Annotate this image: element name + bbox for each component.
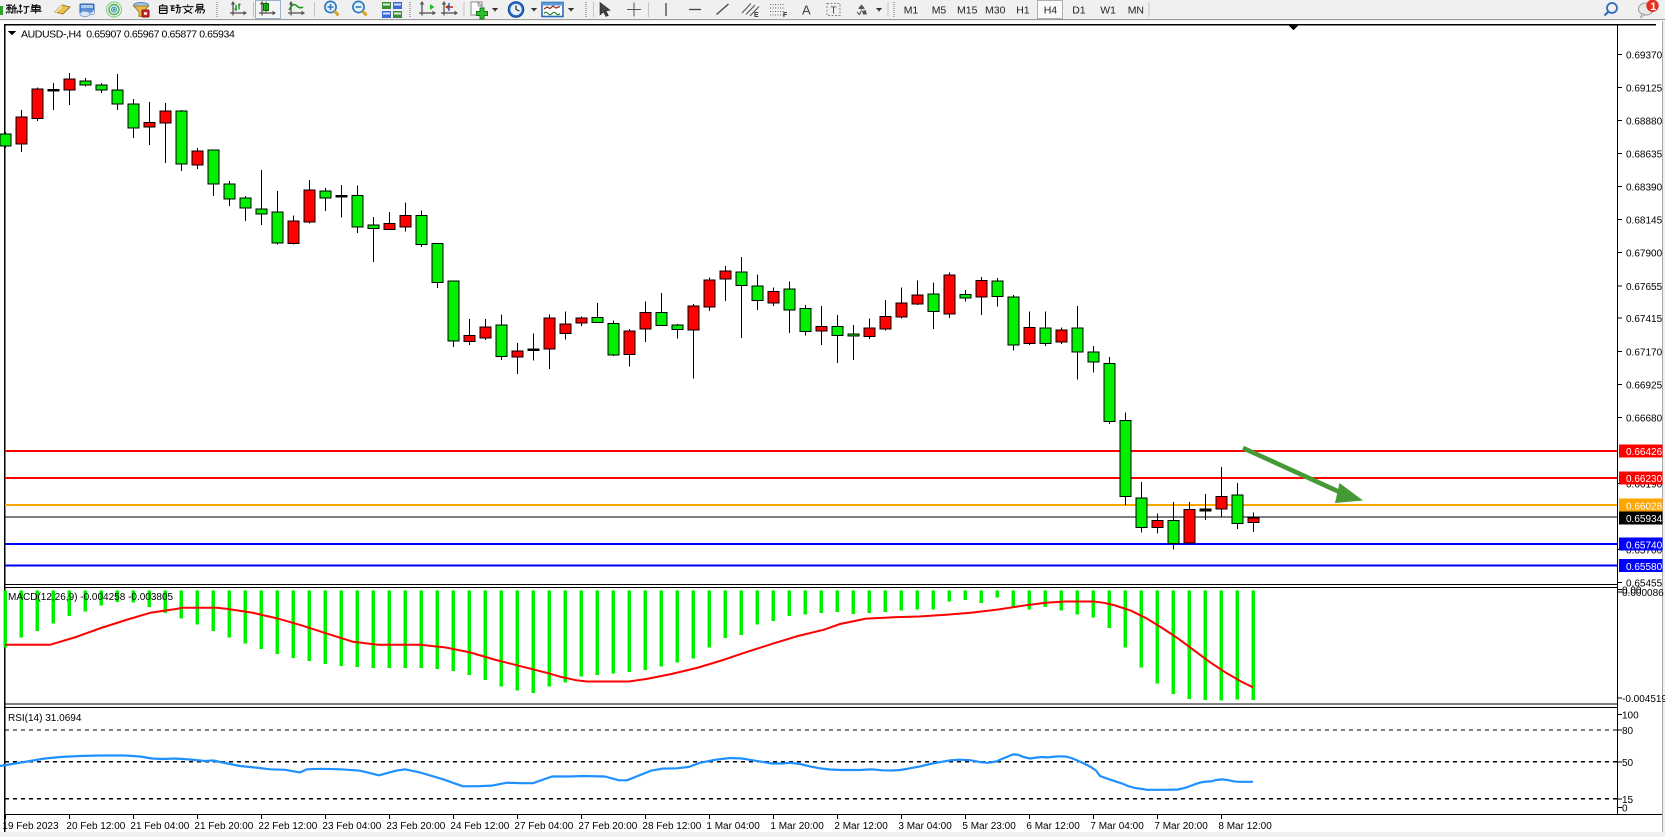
svg-text:0.000086: 0.000086 <box>1622 588 1664 599</box>
svg-text:M1: M1 <box>904 5 919 17</box>
svg-text:0.67170: 0.67170 <box>1626 347 1663 358</box>
svg-text:T: T <box>831 6 837 17</box>
svg-text:0.68145: 0.68145 <box>1626 216 1663 227</box>
svg-text:0.67655: 0.67655 <box>1626 282 1663 293</box>
svg-text:27 Feb 04:00: 27 Feb 04:00 <box>514 821 573 832</box>
svg-text:6 Mar 12:00: 6 Mar 12:00 <box>1026 821 1080 832</box>
svg-text:100: 100 <box>1622 711 1639 722</box>
svg-text:M30: M30 <box>985 5 1006 17</box>
svg-text:1 Mar 04:00: 1 Mar 04:00 <box>706 821 760 832</box>
svg-text:RSI(14) 31.0694: RSI(14) 31.0694 <box>8 713 82 724</box>
svg-text:0.00: 0.00 <box>1622 586 1642 597</box>
svg-text:0.67900: 0.67900 <box>1626 249 1663 260</box>
svg-text:21 Feb 20:00: 21 Feb 20:00 <box>194 821 253 832</box>
svg-text:0.65700: 0.65700 <box>1626 546 1663 557</box>
svg-text:3 Mar 04:00: 3 Mar 04:00 <box>898 821 952 832</box>
svg-text:0.66230: 0.66230 <box>1626 474 1663 485</box>
svg-text:M15: M15 <box>957 5 978 17</box>
svg-text:W1: W1 <box>1100 5 1116 17</box>
svg-text:H1: H1 <box>1016 5 1030 17</box>
svg-text:MACD(12,26,9) -0.004258 -0.003: MACD(12,26,9) -0.004258 -0.003805 <box>8 592 174 603</box>
svg-text:0.65455: 0.65455 <box>1626 578 1663 589</box>
svg-text:MN: MN <box>1128 5 1144 17</box>
svg-text:0.69370: 0.69370 <box>1626 50 1663 61</box>
svg-text:F: F <box>783 12 788 19</box>
svg-text:0.68880: 0.68880 <box>1626 117 1663 128</box>
svg-text:0.68635: 0.68635 <box>1626 150 1663 161</box>
svg-text:0.65934: 0.65934 <box>1626 514 1663 525</box>
svg-text:28 Feb 12:00: 28 Feb 12:00 <box>642 821 701 832</box>
svg-text:50: 50 <box>1622 758 1634 769</box>
svg-text:5 Mar 23:00: 5 Mar 23:00 <box>962 821 1016 832</box>
svg-text:7 Mar 04:00: 7 Mar 04:00 <box>1090 821 1144 832</box>
svg-text:23 Feb 04:00: 23 Feb 04:00 <box>322 821 381 832</box>
svg-text:-0.004519: -0.004519 <box>1622 694 1665 705</box>
svg-text:27 Feb 20:00: 27 Feb 20:00 <box>578 821 637 832</box>
svg-text:0.69125: 0.69125 <box>1626 84 1663 95</box>
svg-text:AUDUSD-,H4 0.65907 0.65967 0.: AUDUSD-,H4 0.65907 0.65967 0.65877 0.659… <box>21 29 235 41</box>
svg-text:M5: M5 <box>932 5 947 17</box>
svg-text:24 Feb 12:00: 24 Feb 12:00 <box>450 821 509 832</box>
svg-text:A: A <box>802 3 811 18</box>
svg-text:0.66680: 0.66680 <box>1626 413 1663 424</box>
svg-text:23 Feb 20:00: 23 Feb 20:00 <box>386 821 445 832</box>
svg-text:0: 0 <box>1622 804 1628 815</box>
svg-text:0.67415: 0.67415 <box>1626 314 1663 325</box>
svg-text:0.65580: 0.65580 <box>1626 562 1663 573</box>
svg-text:0.65740: 0.65740 <box>1626 540 1663 551</box>
svg-text:20 Feb 12:00: 20 Feb 12:00 <box>66 821 125 832</box>
svg-text:0.66190: 0.66190 <box>1626 480 1663 491</box>
svg-text:22 Feb 12:00: 22 Feb 12:00 <box>258 821 317 832</box>
svg-text:19 Feb 2023: 19 Feb 2023 <box>2 821 59 832</box>
svg-text:8 Mar 12:00: 8 Mar 12:00 <box>1218 821 1272 832</box>
svg-text:1 Mar 20:00: 1 Mar 20:00 <box>770 821 824 832</box>
svg-text:15: 15 <box>1622 795 1634 806</box>
svg-text:1: 1 <box>1650 1 1656 13</box>
svg-text:H4: H4 <box>1044 5 1058 17</box>
svg-text:0.66426: 0.66426 <box>1626 447 1663 458</box>
svg-text:21 Feb 04:00: 21 Feb 04:00 <box>130 821 189 832</box>
svg-text:7 Mar 20:00: 7 Mar 20:00 <box>1154 821 1208 832</box>
svg-text:0.66925: 0.66925 <box>1626 380 1663 391</box>
svg-text:80: 80 <box>1622 726 1634 737</box>
svg-text:0.68390: 0.68390 <box>1626 183 1663 194</box>
svg-text:D1: D1 <box>1072 5 1086 17</box>
svg-text:0.66028: 0.66028 <box>1626 501 1663 512</box>
svg-text:2 Mar 12:00: 2 Mar 12:00 <box>834 821 888 832</box>
svg-text:E: E <box>754 12 759 19</box>
